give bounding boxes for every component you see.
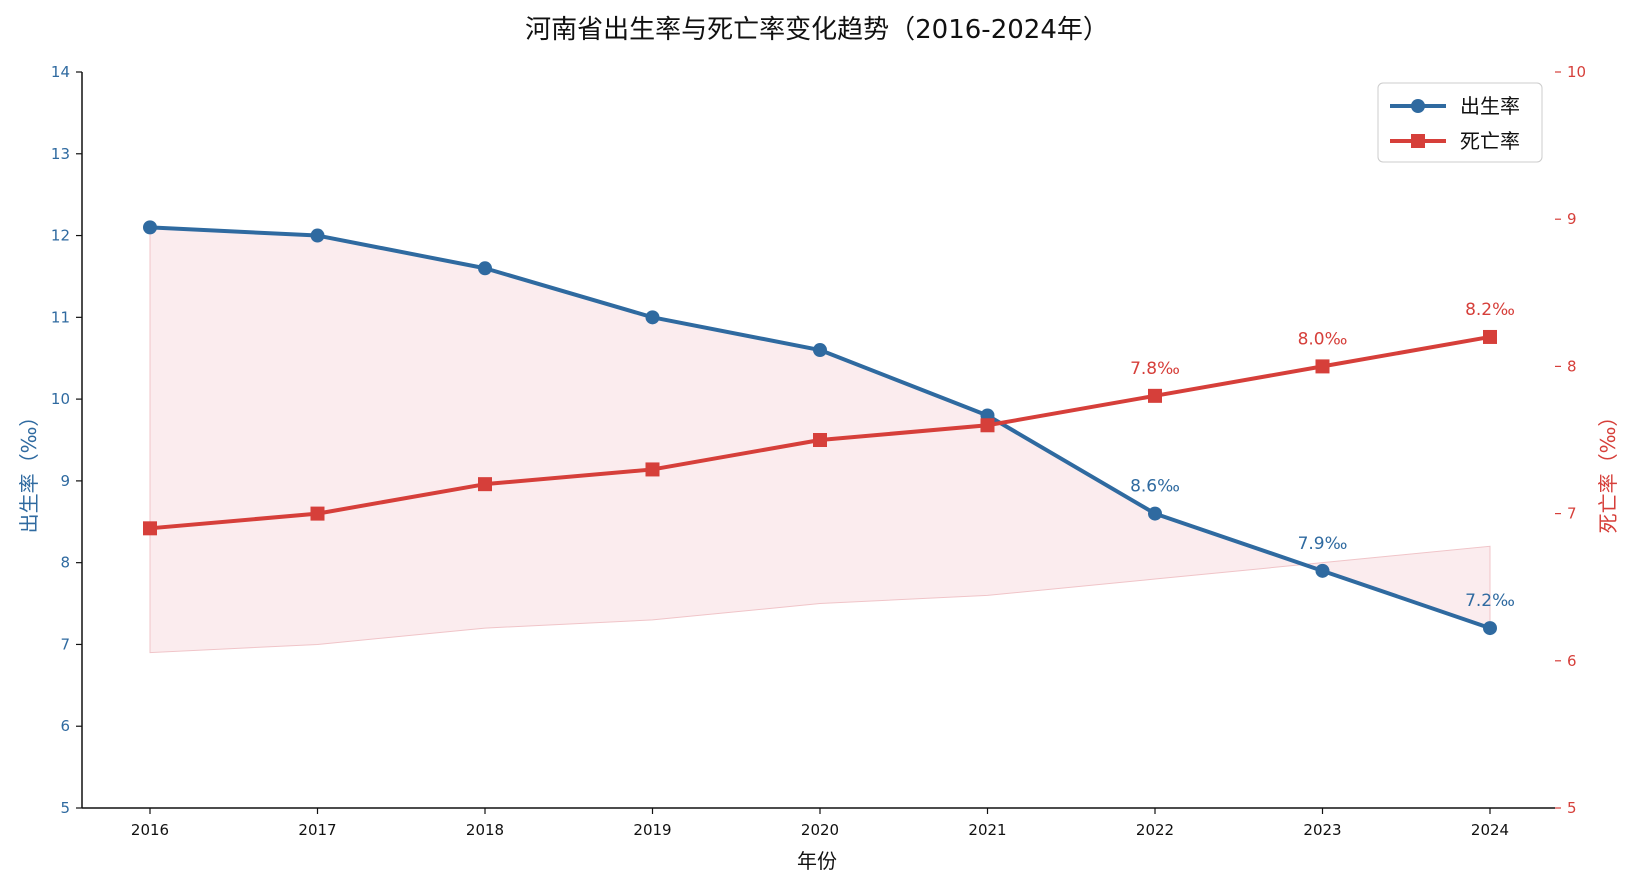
y-left-tick-label: 11 bbox=[51, 308, 70, 326]
chart-title: 河南省出生率与死亡率变化趋势（2016-2024年） bbox=[525, 15, 1109, 45]
y-left-tick-label: 5 bbox=[60, 799, 70, 817]
legend-label-birth: 出生率 bbox=[1460, 94, 1520, 118]
legend-marker-death bbox=[1411, 134, 1425, 148]
y-left-tick-label: 13 bbox=[51, 145, 70, 163]
death-rate-point bbox=[143, 521, 157, 536]
y-left-tick-label: 10 bbox=[51, 390, 70, 408]
birth-rate-point bbox=[645, 310, 660, 325]
birth-rate-point bbox=[1315, 563, 1330, 578]
death-rate-point bbox=[1315, 359, 1330, 374]
y-left-tick-label: 6 bbox=[60, 717, 70, 735]
y-left-tick-label: 14 bbox=[51, 63, 70, 81]
death-rate-point bbox=[310, 506, 325, 521]
birth-rate-point bbox=[1148, 506, 1162, 521]
data-label: 8.0‰ bbox=[1298, 329, 1348, 349]
data-label: 7.8‰ bbox=[1130, 359, 1180, 379]
y-left-tick-label: 12 bbox=[51, 227, 70, 245]
data-label: 7.9‰ bbox=[1298, 534, 1348, 554]
y-axis-left-label: 出生率（‰） bbox=[17, 407, 41, 534]
y-left-tick-label: 7 bbox=[60, 635, 70, 653]
y-axis-right-label: 死亡率（‰） bbox=[1596, 407, 1620, 534]
data-label: 8.2‰ bbox=[1465, 300, 1515, 320]
legend-label-death: 死亡率 bbox=[1460, 129, 1520, 153]
y-right-tick-label: 5 bbox=[1567, 799, 1577, 817]
x-tick-label: 2016 bbox=[131, 821, 169, 839]
birth-rate-point bbox=[143, 220, 157, 235]
x-tick-label: 2017 bbox=[298, 821, 336, 839]
death-rate-point bbox=[1148, 388, 1162, 403]
data-label: 7.2‰ bbox=[1465, 591, 1515, 611]
x-tick-label: 2021 bbox=[968, 821, 1006, 839]
x-tick-label: 2018 bbox=[466, 821, 504, 839]
x-tick-label: 2019 bbox=[633, 821, 671, 839]
y-left-tick-label: 8 bbox=[60, 554, 70, 572]
legend-marker-birth bbox=[1411, 99, 1425, 113]
birth-rate-point bbox=[478, 261, 492, 276]
death-rate-point bbox=[980, 418, 995, 433]
plot-area: 5 6 7 8 9 10 11 12 13 14 5 6 7 8 9 10 2016 2017 2018 2019 20… bbox=[51, 63, 1586, 839]
x-tick-label: 2023 bbox=[1303, 821, 1341, 839]
birth-rate-point bbox=[1483, 621, 1497, 636]
x-tick-label: 2020 bbox=[801, 821, 839, 839]
y-right-tick-label: 8 bbox=[1567, 357, 1577, 375]
death-rate-point bbox=[478, 477, 492, 492]
death-rate-point bbox=[813, 433, 827, 447]
y-right-tick-label: 9 bbox=[1567, 210, 1577, 228]
y-right-tick-label: 10 bbox=[1567, 63, 1586, 81]
x-tick-label: 2022 bbox=[1136, 821, 1174, 839]
birth-rate-point bbox=[310, 228, 325, 243]
birth-rate-point bbox=[813, 343, 827, 358]
y-left-tick-label: 9 bbox=[60, 472, 70, 490]
x-axis-label: 年份 bbox=[797, 849, 837, 873]
data-label: 8.6‰ bbox=[1130, 477, 1180, 497]
death-rate-point bbox=[1483, 329, 1497, 344]
y-right-tick-label: 7 bbox=[1567, 505, 1577, 523]
y-right-tick-label: 6 bbox=[1567, 652, 1577, 670]
x-tick-label: 2024 bbox=[1471, 821, 1509, 839]
death-rate-point bbox=[645, 462, 660, 477]
